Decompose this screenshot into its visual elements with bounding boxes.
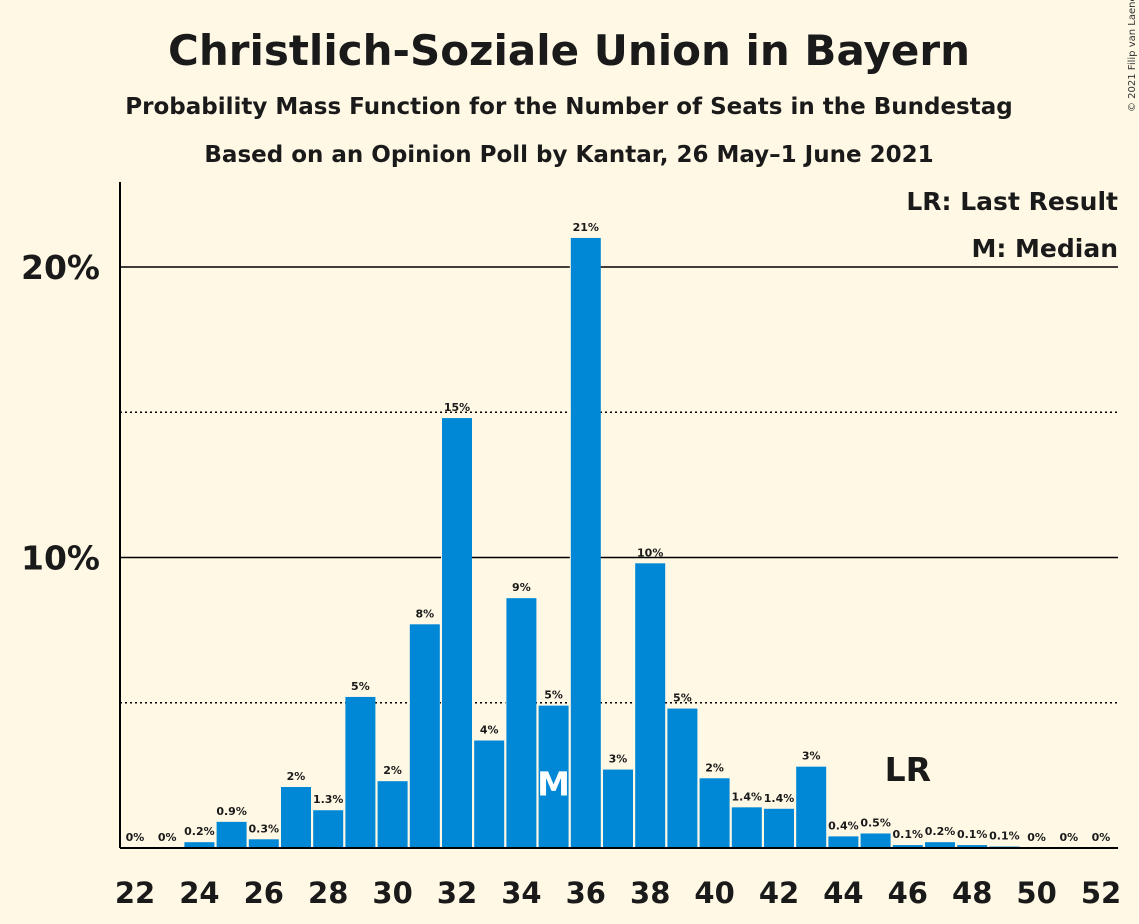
x-tick-label: 24 [179, 876, 219, 910]
bar-value-label: 5% [351, 680, 370, 693]
x-tick-label: 26 [244, 876, 284, 910]
x-tick-label: 38 [630, 876, 670, 910]
bar-value-label: 3% [609, 753, 628, 766]
bar-value-label: 2% [287, 770, 306, 783]
gridlines [120, 266, 1118, 704]
bar [184, 842, 215, 848]
bar [635, 563, 666, 848]
bar-value-label: 0.9% [216, 805, 247, 818]
y-tick-labels: 10% 20% [21, 248, 100, 578]
bar-value-label: 0% [126, 831, 145, 844]
bar [442, 418, 472, 848]
x-tick-label: 48 [952, 876, 992, 910]
x-tick-label: 30 [372, 876, 412, 910]
bar-value-label: 2% [383, 764, 402, 777]
bar [731, 807, 762, 848]
bar [699, 778, 730, 848]
bar [248, 839, 279, 848]
x-tick-label: 40 [694, 876, 734, 910]
bar [281, 786, 311, 848]
bar [377, 781, 408, 848]
gridline-gap [441, 556, 442, 559]
bar-value-label: 3% [802, 750, 821, 763]
bar-value-label: 0% [1027, 831, 1046, 844]
bar-value-label: 2% [705, 761, 724, 774]
x-tick-label: 44 [823, 876, 863, 910]
bar [925, 842, 955, 848]
bar [796, 766, 827, 848]
bar-value-label: 0% [1059, 831, 1078, 844]
bar-value-label: 15% [444, 401, 470, 414]
bar-value-label: 0.1% [957, 828, 988, 841]
bar-value-label: 4% [480, 724, 499, 737]
median-marker: M [537, 765, 570, 804]
x-tick-label: 34 [501, 876, 541, 910]
bar-value-label: 0.1% [989, 830, 1020, 843]
bar-value-label: 21% [573, 221, 599, 234]
bar-value-label: 9% [512, 581, 531, 594]
bar [892, 845, 923, 848]
bar-value-label: 0% [1092, 831, 1111, 844]
bar-value-label: 1.4% [764, 792, 795, 805]
bar-value-label: 0% [158, 831, 177, 844]
bar [957, 845, 988, 848]
x-tick-label: 22 [115, 876, 155, 910]
x-tick-label: 50 [1016, 876, 1056, 910]
bar-value-label: 1.3% [313, 793, 344, 806]
bar [538, 705, 569, 848]
gridline-gap [634, 701, 636, 705]
bar-value-label: 1.4% [732, 790, 763, 803]
last-result-marker: LR [885, 750, 931, 789]
bar [667, 708, 698, 848]
x-tick-label: 52 [1081, 876, 1121, 910]
bar [313, 810, 344, 848]
x-tick-labels: 22 24 26 28 30 32 34 36 38 40 42 44 46 48 50 52 [115, 876, 1121, 910]
gridline-gap [441, 701, 442, 705]
bar-value-label: 0.1% [893, 828, 924, 841]
gridline-gap [569, 556, 571, 559]
bar-value-label: 10% [637, 546, 663, 559]
bar-value-label: 0.3% [249, 822, 280, 835]
chart-subtitle-1: Probability Mass Function for the Number… [125, 94, 1012, 120]
bar-value-label: 8% [415, 607, 434, 620]
bar-labels: 0% 0% 0.2%0.9%0.3%2%1.3%5%2%8%15%4%9%5%21%… [126, 221, 1111, 844]
x-tick-label: 28 [308, 876, 348, 910]
bar [828, 836, 859, 848]
bar [216, 821, 247, 848]
x-tick-label: 46 [888, 876, 928, 910]
axes [119, 182, 1118, 849]
bar [345, 696, 376, 848]
gridline-gap [569, 410, 571, 414]
bar-value-label: 0.2% [925, 825, 956, 838]
bar-value-label: 5% [544, 689, 563, 702]
chart-title: Christlich-Soziale Union in Bayern [168, 26, 970, 75]
bar [764, 808, 794, 848]
legend-last-result: LR: Last Result [906, 187, 1118, 216]
bar [474, 740, 505, 848]
bar [603, 769, 633, 848]
x-tick-label: 42 [759, 876, 799, 910]
markers: M LR [537, 750, 931, 804]
gridline-gap [569, 265, 571, 269]
copyright-notice: © 2021 Filip van Laenen [1127, 0, 1138, 112]
bars [184, 237, 1020, 848]
gridline-gap [569, 701, 571, 705]
x-tick-label: 36 [566, 876, 606, 910]
chart-subtitle-2: Based on an Opinion Poll by Kantar, 26 M… [204, 142, 933, 168]
bar [409, 624, 440, 848]
bar [570, 237, 601, 848]
x-tick-label: 32 [437, 876, 477, 910]
bar-value-label: 0.5% [860, 816, 891, 829]
bar [506, 598, 537, 848]
bar-value-label: 0.4% [828, 819, 859, 832]
bar [860, 833, 891, 848]
legend-median: M: Median [971, 234, 1118, 263]
y-tick-label: 10% [21, 539, 100, 578]
bar-value-label: 5% [673, 692, 692, 705]
gridline-gap [408, 701, 410, 705]
bar-value-label: 0.2% [184, 825, 215, 838]
gridline-gap [505, 701, 507, 705]
y-tick-label: 20% [21, 248, 100, 287]
